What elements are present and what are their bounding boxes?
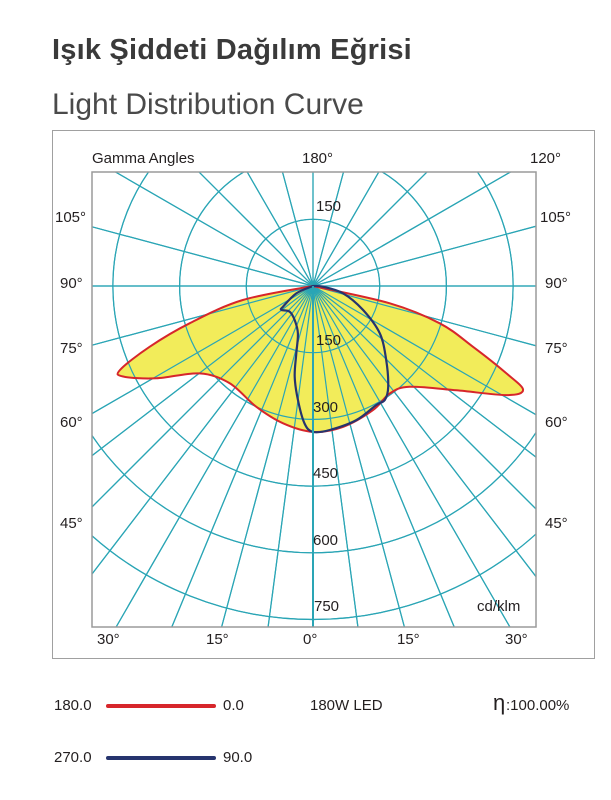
- grid-spoke-overlay: [246, 172, 314, 287]
- legend-red-left: 180.0: [54, 697, 92, 714]
- radial-label-450: 450: [313, 465, 339, 482]
- grid-spoke-overlay: [312, 172, 345, 287]
- angle-label-bottom-30-left: 30°: [97, 631, 120, 648]
- grid-spoke-overlay: [92, 285, 314, 575]
- legend-red-right: 0.0: [223, 697, 244, 714]
- grid-spoke-overlay: [312, 285, 536, 577]
- grid-spoke-overlay: [312, 285, 455, 627]
- angle-label-120: 120°: [530, 150, 562, 167]
- angle-label-bottom-30-right: 30°: [505, 631, 528, 648]
- grid-spoke-overlay: [92, 226, 314, 287]
- legend-blue-left: 270.0: [54, 749, 92, 766]
- title-turkish: Işık Şiddeti Dağılım Eğrisi: [52, 34, 412, 66]
- efficiency-value: :100.00%: [506, 697, 570, 714]
- grid-spoke-overlay: [312, 285, 536, 510]
- grid-spoke-overlay: [115, 285, 314, 627]
- angle-label-left-90: 90°: [60, 275, 83, 292]
- angle-label-right-105: 105°: [540, 209, 572, 226]
- series-fill-c0-c180: [117, 286, 524, 433]
- angle-label-left-75: 75°: [60, 340, 83, 357]
- radial-label-750: 750: [314, 598, 340, 615]
- angle-label-bottom-0: 0°: [303, 631, 318, 648]
- angle-label-left-45: 45°: [60, 515, 83, 532]
- title-english: Light Distribution Curve: [52, 88, 364, 121]
- radial-label-300: 300: [313, 399, 339, 416]
- legend-blue-line: [106, 756, 216, 760]
- radial-label-150: 150: [316, 332, 342, 349]
- grid-spoke-overlay: [171, 285, 314, 627]
- grid-spoke-overlay: [92, 285, 314, 508]
- angle-label-right-60: 60°: [545, 414, 568, 431]
- grid-spoke-overlay: [312, 285, 359, 627]
- plot-border: [91, 171, 537, 628]
- grid-spoke-overlay: [198, 172, 314, 287]
- grid-spoke-overlay: [115, 172, 314, 287]
- legend-red-line: [106, 704, 216, 708]
- gamma-angles-label: Gamma Angles: [92, 150, 195, 167]
- chart-frame: [52, 130, 595, 659]
- grid-spoke-overlay: [312, 285, 511, 627]
- grid-spoke-overlay: [92, 285, 314, 415]
- lamp-label: 180W LED: [310, 697, 383, 714]
- angle-label-left-60: 60°: [60, 414, 83, 431]
- angle-label-bottom-15-left: 15°: [206, 631, 229, 648]
- angle-label-right-90: 90°: [545, 275, 568, 292]
- unit-label: cd/klm: [477, 598, 521, 615]
- grid-spoke-overlay: [312, 285, 536, 458]
- grid-spoke-overlay: [312, 225, 536, 287]
- grid-spoke-overlay: [92, 285, 314, 457]
- angle-label-left-105: 105°: [55, 209, 87, 226]
- angle-label-right-75: 75°: [545, 340, 568, 357]
- radial-label-600: 600: [313, 532, 339, 549]
- grid-spoke-overlay: [312, 285, 536, 416]
- grid-spoke-overlay: [312, 285, 405, 627]
- series: [92, 172, 536, 627]
- grid-spoke-overlay: [312, 172, 428, 287]
- radial-label-150-top: 150: [316, 198, 342, 215]
- grid-spoke-overlay: [92, 285, 314, 346]
- angle-label-right-45: 45°: [545, 515, 568, 532]
- grid-spoke-overlay: [281, 172, 314, 287]
- angle-label-180: 180°: [302, 150, 334, 167]
- efficiency-symbol: η: [493, 690, 506, 715]
- grid-spoke-overlay: [267, 285, 314, 627]
- grid-spoke-overlay: [312, 172, 380, 287]
- grid-spoke-overlay: [312, 172, 511, 287]
- angle-label-bottom-15-right: 15°: [397, 631, 420, 648]
- legend-blue-right: 90.0: [223, 749, 253, 766]
